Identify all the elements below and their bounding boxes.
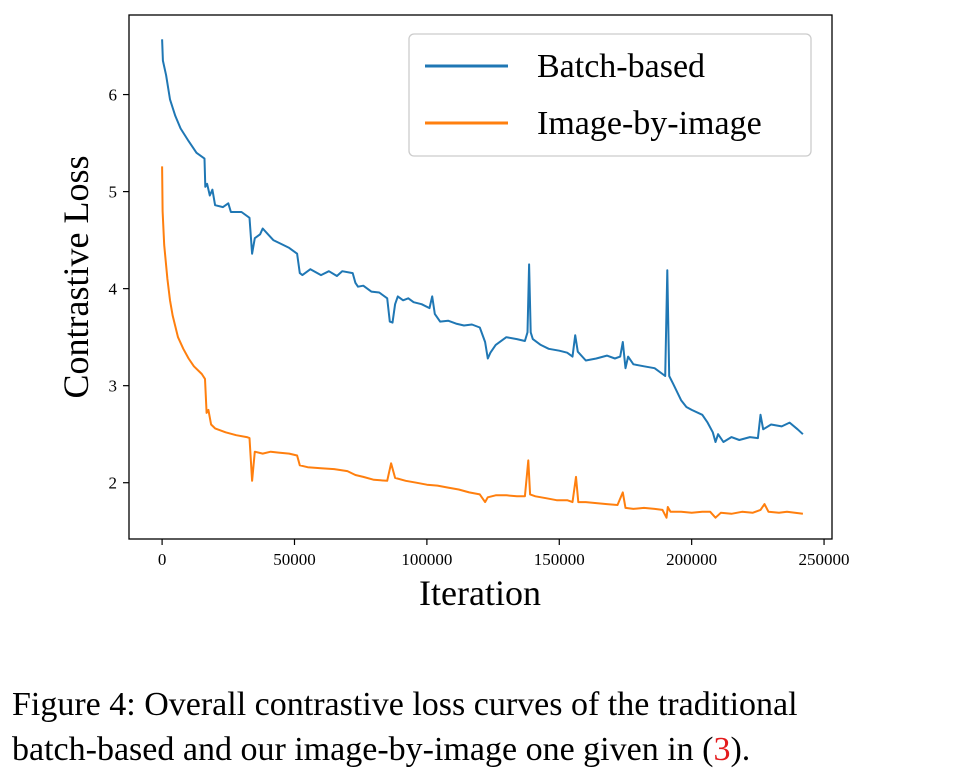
x-tick-label: 50000 xyxy=(273,550,316,569)
x-tick-label: 150000 xyxy=(534,550,585,569)
series-line-image-by-image xyxy=(161,166,804,519)
x-tick-label: 250000 xyxy=(799,550,850,569)
caption-line-1: Figure 4: Overall contrastive loss curve… xyxy=(12,686,798,723)
figure-caption: Figure 4: Overall contrastive loss curve… xyxy=(12,682,962,772)
series-line-batch-based xyxy=(161,39,804,443)
x-tick-label: 100000 xyxy=(401,550,452,569)
legend: Batch-based Image-by-image xyxy=(408,33,812,157)
legend-box xyxy=(408,33,812,157)
y-tick-label: 2 xyxy=(109,474,118,493)
x-tick-label: 0 xyxy=(158,550,167,569)
y-tick-label: 6 xyxy=(109,86,118,105)
equation-reference-link[interactable]: 3 xyxy=(713,731,731,768)
y-axis-label: Contrastive Loss xyxy=(56,156,96,399)
series-layer xyxy=(161,39,804,519)
caption-line-2-text: batch-based and our image-by-image one g… xyxy=(12,731,714,768)
plot-frame xyxy=(128,14,833,540)
caption-line-2-end: ). xyxy=(730,731,751,768)
y-tick-label: 4 xyxy=(109,280,118,299)
x-axis-label: Iteration xyxy=(419,573,541,613)
caption-line-2: batch-based and our image-by-image one g… xyxy=(12,727,962,772)
legend-label-image-by-image: Image-by-image xyxy=(537,105,762,142)
loss-chart: 0 50000 100000 150000 200000 250000 2 3 4 5 6 Iter… xyxy=(56,14,850,613)
y-tick-label: 5 xyxy=(109,183,118,202)
legend-label-batch-based: Batch-based xyxy=(537,48,705,85)
y-tick-label: 3 xyxy=(109,377,118,396)
x-tick-label: 200000 xyxy=(666,550,717,569)
ticks-layer: 0 50000 100000 150000 200000 250000 2 3 4 5 6 xyxy=(109,86,850,569)
